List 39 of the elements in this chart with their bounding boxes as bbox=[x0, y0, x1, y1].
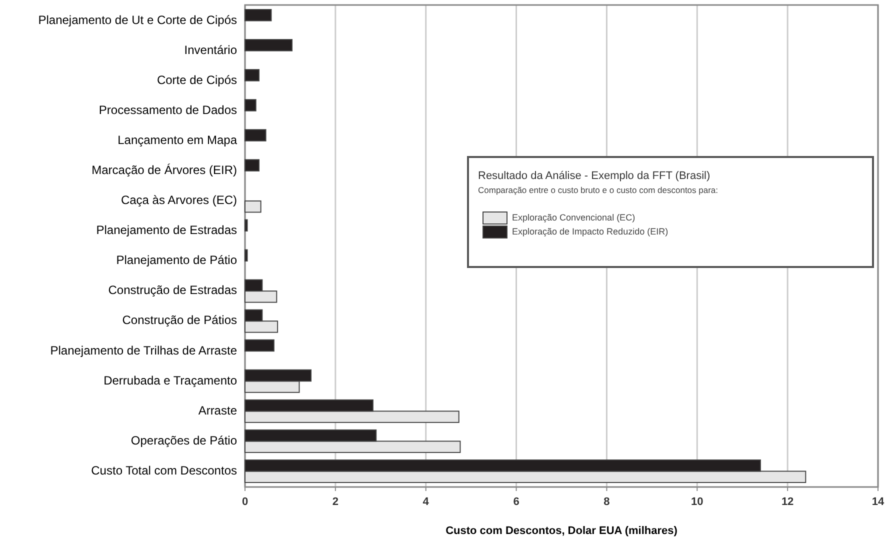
y-tick-label: Construção de Pátios bbox=[122, 313, 237, 328]
y-tick-label: Planejamento de Trilhas de Arraste bbox=[50, 343, 238, 358]
y-tick-label: Caça às Arvores (EC) bbox=[120, 193, 237, 208]
y-tick-label: Corte de Cipós bbox=[156, 73, 237, 87]
x-axis-title: Custo com Descontos, Dolar EUA (milhares) bbox=[446, 525, 678, 537]
bar bbox=[244, 159, 260, 172]
y-tick-label: Custo Total com Descontos bbox=[91, 463, 237, 478]
bar bbox=[244, 9, 272, 22]
y-tick-label: Derrubada e Traçamento bbox=[104, 373, 238, 388]
bar bbox=[244, 249, 248, 262]
y-tick-label: Operações de Pátio bbox=[130, 433, 238, 448]
bar bbox=[244, 99, 256, 112]
bar bbox=[244, 200, 262, 213]
bar bbox=[244, 69, 260, 82]
annotation: Comparação entre o custo bruto e o custo com descontos para: bbox=[478, 185, 718, 195]
x-tick-label: 2 bbox=[332, 496, 338, 508]
bar bbox=[244, 129, 266, 142]
y-tick-label: Arraste bbox=[198, 403, 238, 418]
y-tick-label: Processamento de Dados bbox=[98, 103, 237, 118]
bar bbox=[244, 219, 248, 232]
x-tick-label: 0 bbox=[242, 496, 248, 508]
bar bbox=[244, 39, 293, 52]
y-tick-label: Planejamento de Ut e Corte de Cipós bbox=[38, 12, 237, 27]
x-tick-label: 4 bbox=[422, 496, 430, 508]
legend-label: Exploração Convencional (EC) bbox=[512, 212, 636, 222]
x-tick-label: 10 bbox=[691, 496, 704, 508]
x-tick-label: 6 bbox=[513, 496, 520, 508]
y-tick-label: Marcação de Árvores (EIR) bbox=[92, 163, 237, 178]
y-tick-label: Lançamento em Mapa bbox=[118, 133, 238, 148]
x-tick-label: 14 bbox=[872, 496, 885, 508]
x-tick-label: 8 bbox=[604, 496, 610, 508]
y-tick-label: Construção de Estradas bbox=[108, 283, 237, 298]
x-tick-label: 12 bbox=[781, 496, 794, 508]
y-tick-label: Inventário bbox=[184, 42, 238, 57]
y-tick-label: Planejamento de Estradas bbox=[96, 223, 237, 238]
legend-title: Resultado da Análise - Exemplo da FFT (Brasil) bbox=[478, 170, 710, 182]
bar bbox=[244, 339, 274, 352]
legend-label: Exploração de Impacto Reduzido (EIR) bbox=[512, 226, 668, 236]
y-tick-label: Planejamento de Pátio bbox=[116, 253, 238, 268]
